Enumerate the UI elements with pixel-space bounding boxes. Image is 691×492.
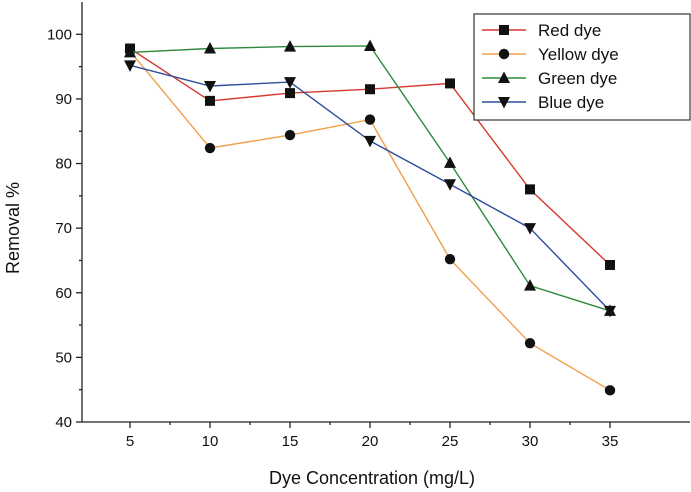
legend-label: Yellow dye (538, 45, 619, 64)
x-tick-label: 20 (362, 433, 379, 450)
data-point (124, 45, 136, 58)
data-point (204, 42, 216, 54)
data-point (524, 223, 536, 235)
data-point (524, 279, 536, 291)
data-point (605, 259, 615, 270)
legend-label: Green dye (538, 69, 617, 88)
data-point (204, 142, 216, 154)
data-point (364, 114, 376, 125)
x-tick-label: 5 (126, 433, 134, 450)
legend-item: Green dye (482, 69, 617, 88)
legend-label: Blue dye (538, 93, 604, 112)
data-point (124, 60, 136, 72)
data-point (444, 156, 456, 168)
legend: Red dye Yellow dye Green dye Blue dye (473, 13, 691, 121)
data-point (444, 179, 456, 191)
x-tick-label: 35 (602, 433, 619, 450)
y-tick-label: 40 (55, 414, 72, 431)
data-point (284, 40, 296, 52)
legend-marker (498, 48, 510, 60)
data-point (604, 385, 616, 396)
data-point (444, 253, 456, 265)
series-blue-dye (124, 60, 616, 318)
x-axis-title: Dye Concentration (mg/L) (269, 468, 475, 488)
data-point (445, 78, 455, 89)
data-point (364, 135, 376, 148)
y-tick-label: 60 (55, 285, 72, 302)
legend-marker (498, 97, 510, 109)
data-point (604, 305, 616, 318)
y-axis-title: Removal % (3, 182, 23, 274)
data-point (284, 129, 296, 141)
legend-item: Blue dye (482, 93, 604, 112)
axes: 40 50 60 70 80 90 100 5 10 15 20 25 30 35 (47, 2, 690, 450)
data-point (364, 39, 376, 51)
data-point (205, 95, 215, 106)
data-point (365, 84, 375, 95)
series-layer (124, 39, 616, 396)
x-tick-label: 10 (202, 433, 219, 450)
x-tick-label: 30 (522, 433, 539, 450)
data-point (285, 88, 295, 99)
legend-item: Yellow dye (482, 45, 619, 64)
series-yellow-dye (124, 45, 616, 396)
data-point (284, 77, 296, 89)
data-point (525, 184, 535, 195)
legend-label: Red dye (538, 21, 601, 40)
legend-marker (499, 25, 509, 35)
y-tick-label: 80 (55, 156, 72, 173)
y-tick-label: 70 (55, 220, 72, 237)
legend-marker (498, 71, 510, 83)
legend-item: Red dye (482, 21, 601, 40)
data-point (204, 81, 216, 93)
y-tick-label: 50 (55, 349, 72, 366)
y-tick-label: 90 (55, 91, 72, 108)
x-tick-label: 15 (282, 433, 299, 450)
y-tick-label: 100 (47, 26, 72, 43)
x-tick-label: 25 (442, 433, 459, 450)
data-point (524, 337, 536, 349)
